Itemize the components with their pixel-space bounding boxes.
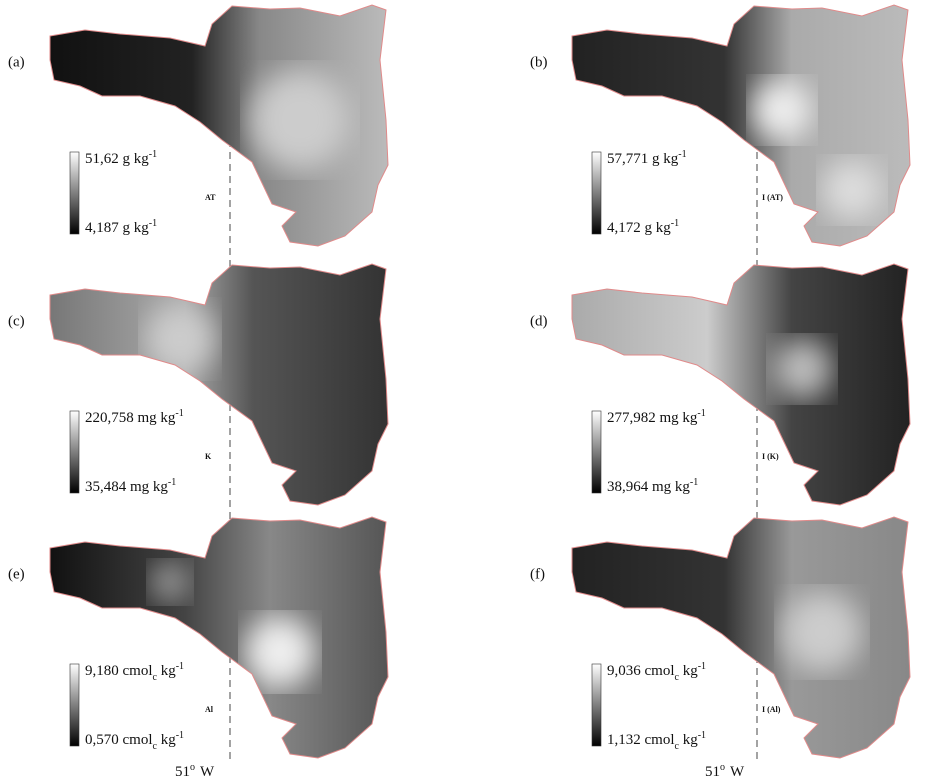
text-part: -1 [690,477,698,488]
map-panel: (e)9,180 cmolc kg-10,570 cmolc kg-1Al [8,516,389,759]
legend-min: 0,570 cmolc kg-1 [85,730,184,752]
variable-label: AT [205,193,216,202]
legend-max: 9,180 cmolc kg-1 [85,661,184,683]
text-part: -1 [149,218,157,229]
legend-max: 220,758 mg kg-1 [85,408,184,427]
map-fill [50,264,388,505]
map-fill [50,517,388,758]
legend-max: 57,771 g kg-1 [607,149,687,168]
legend-bar [69,663,80,747]
map-panel: (a)51,62 g kg-14,187 g kg-1AT [8,4,389,247]
variable-label: I (Al) [762,705,781,714]
text-part: -1 [176,730,184,741]
panel-label: (a) [8,54,25,70]
text-part: 1,132 cmol [607,732,675,748]
map-panel: (f)9,036 cmolc kg-11,132 cmolc kg-1I (Al… [530,516,911,759]
text-part: 4,187 g kg [85,220,149,236]
legend-bar [591,410,602,494]
legend-min: 4,172 g kg-1 [607,218,679,237]
text-part: -1 [175,408,183,419]
panel-label: (e) [8,566,25,582]
text-part: 57,771 g kg [607,151,679,167]
panel-label: (d) [530,313,548,329]
map-texture [772,339,832,399]
text-part: c [153,741,158,752]
text-part: -1 [671,218,679,229]
variable-label: I (K) [762,452,779,461]
text-part: kg [157,732,176,748]
text-part: 220,758 mg kg [85,410,176,426]
legend-bar [591,663,602,747]
text-part: 4,172 g kg [607,220,671,236]
text-part: c [153,672,158,683]
legend-min: 1,132 cmolc kg-1 [607,730,706,752]
legend-bar [69,410,80,494]
legend-min: 35,484 mg kg-1 [85,477,176,496]
text-part: -1 [698,730,706,741]
text-part: W [200,764,215,780]
map-panel: (c)220,758 mg kg-135,484 mg kg-1K [8,263,389,506]
text-part: c [675,672,680,683]
variable-label: I (AT) [762,193,783,202]
text-part: -1 [697,408,705,419]
text-part: 51,62 g kg [85,151,149,167]
text-part: 38,964 mg kg [607,479,690,495]
text-part: 9,036 cmol [607,663,675,679]
legend-max: 9,036 cmolc kg-1 [607,661,706,683]
map-patch [782,592,862,672]
meridian-label: 51o W [175,762,215,781]
panel-label: (f) [530,566,545,582]
map-patch [150,562,190,602]
text-part: W [730,764,745,780]
legend-bar [591,151,602,235]
legend-min: 38,964 mg kg-1 [607,477,698,496]
text-part: c [675,741,680,752]
text-part: -1 [678,149,686,160]
map-texture [782,592,862,672]
text-part: kg [679,663,698,679]
text-part: kg [679,732,698,748]
legend-max: 51,62 g kg-1 [85,149,157,168]
text-part: kg [157,663,176,679]
text-part: -1 [176,661,184,672]
text-part: o [720,762,725,773]
text-part: -1 [149,149,157,160]
map-patch [245,617,315,687]
text-part: o [190,762,195,773]
text-part: 51 [175,764,190,780]
text-part: 0,570 cmol [85,732,153,748]
text-part: 51 [705,764,720,780]
map-texture [145,304,215,374]
meridian-label: 51o W [705,762,745,781]
map-patch [822,160,882,220]
map-patch [250,70,350,170]
text-part: 35,484 mg kg [85,479,168,495]
text-part: 277,982 mg kg [607,410,698,426]
panel-label: (c) [8,313,25,329]
map-panel: (d)277,982 mg kg-138,964 mg kg-1I (K) [530,263,911,506]
map-texture [150,562,315,687]
map-patch [145,304,215,374]
map-patch [752,80,812,140]
legend-max: 277,982 mg kg-1 [607,408,706,427]
legend-min: 4,187 g kg-1 [85,218,157,237]
map-fill [572,264,910,505]
text-part: -1 [698,661,706,672]
map-texture [250,70,350,170]
text-part: -1 [168,477,176,488]
map-texture [752,80,882,220]
variable-label: K [205,452,212,461]
map-panel: (b)57,771 g kg-14,172 g kg-1I (AT) [530,4,911,247]
text-part: 9,180 cmol [85,663,153,679]
map-patch [772,339,832,399]
legend-bar [69,151,80,235]
variable-label: Al [205,705,214,714]
panel-label: (b) [530,54,548,70]
